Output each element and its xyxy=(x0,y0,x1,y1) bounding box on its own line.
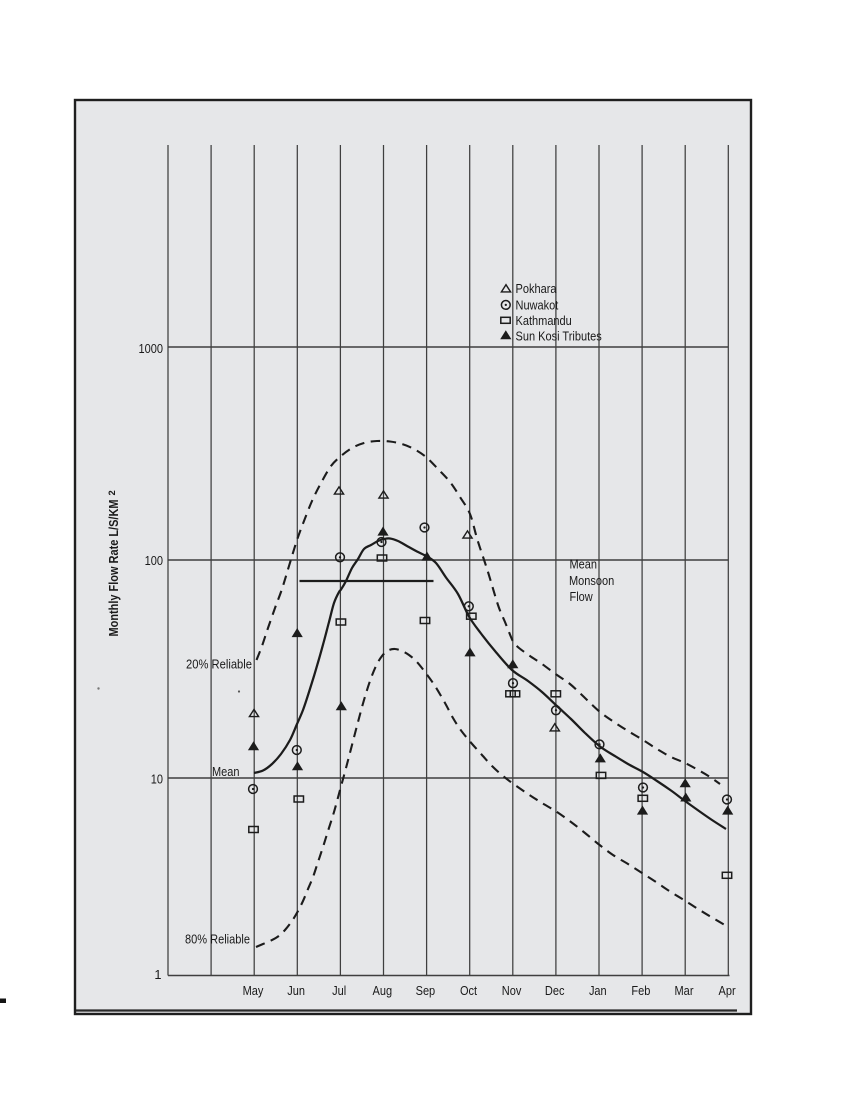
svg-text:80% Reliable: 80% Reliable xyxy=(185,932,250,947)
svg-text:20% Reliable: 20% Reliable xyxy=(186,657,252,672)
svg-text:Jul: Jul xyxy=(332,983,346,998)
svg-text:Monthly Flow Rate L/S/KM: Monthly Flow Rate L/S/KM xyxy=(107,500,121,637)
svg-text:Kathmandu: Kathmandu xyxy=(516,313,572,328)
svg-text:Mean: Mean xyxy=(212,764,240,779)
svg-text:Nov: Nov xyxy=(502,983,522,998)
svg-text:Pokhara: Pokhara xyxy=(516,281,558,296)
svg-text:1: 1 xyxy=(154,967,161,982)
svg-text:Apr: Apr xyxy=(719,983,737,998)
svg-text:Mean: Mean xyxy=(570,557,598,572)
svg-text:Flow: Flow xyxy=(570,589,594,604)
svg-text:Jun: Jun xyxy=(287,983,305,998)
svg-text:Monsoon: Monsoon xyxy=(569,573,614,588)
svg-text:Jan: Jan xyxy=(589,983,607,998)
svg-text:Nuwakot: Nuwakot xyxy=(516,298,559,313)
svg-text:Sep: Sep xyxy=(416,983,436,998)
svg-text:2: 2 xyxy=(106,490,117,495)
svg-text:1000: 1000 xyxy=(139,341,164,356)
svg-text:Oct: Oct xyxy=(460,983,477,998)
svg-text:Feb: Feb xyxy=(631,983,650,998)
svg-text:May: May xyxy=(243,983,264,998)
svg-text:Mar: Mar xyxy=(675,983,695,998)
svg-text:100: 100 xyxy=(145,553,163,568)
svg-text:Dec: Dec xyxy=(545,983,565,998)
svg-text:Sun Kosi Tributes: Sun Kosi Tributes xyxy=(516,329,602,344)
svg-text:10: 10 xyxy=(151,772,163,787)
svg-text:Aug: Aug xyxy=(373,983,393,998)
